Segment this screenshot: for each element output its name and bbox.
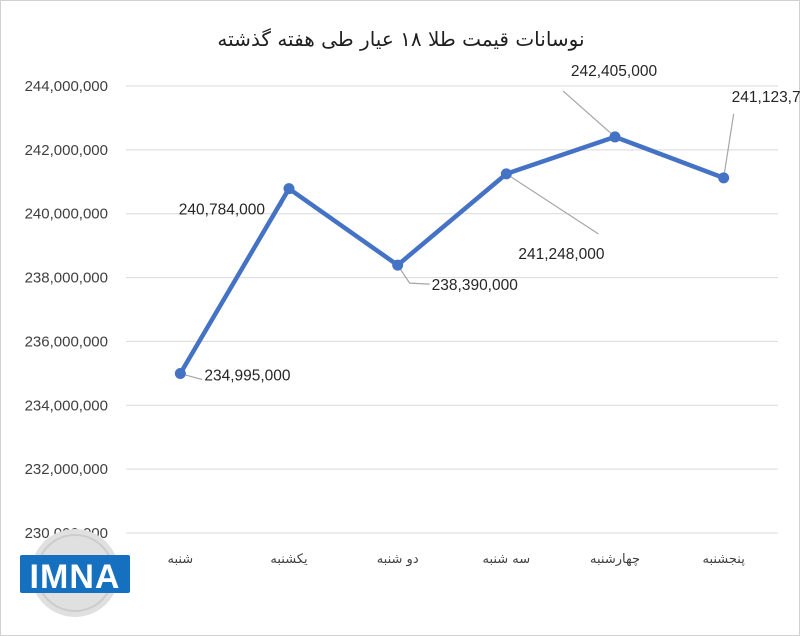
series-line — [178, 134, 726, 376]
data-point — [283, 183, 295, 195]
logo-band — [20, 555, 130, 593]
x-axis: شنبه یکشنبه دو شنبه سه شنبه چهارشنبه پنجشنبه — [167, 552, 745, 567]
data-labels: 234,995,000 240,784,000 238,390,000 241,248… — [179, 63, 800, 385]
data-point — [609, 131, 621, 143]
chart-title: نوسانات قیمت طلا ۱۸ عیار طی هفته گذشته — [217, 27, 584, 51]
data-label: 240,784,000 — [179, 202, 266, 219]
y-axis: 230,000,000232,000,000234,000,000236,000… — [25, 78, 108, 542]
x-tick-label: سه شنبه — [482, 552, 530, 567]
gridlines — [126, 85, 778, 534]
x-tick-label: یکشنبه — [270, 552, 308, 567]
data-point — [392, 259, 404, 271]
x-tick-label: چهارشنبه — [590, 552, 640, 567]
y-tick-label: 236,000,000 — [25, 333, 108, 350]
leader-line — [562, 90, 616, 138]
label-leader-lines — [180, 90, 735, 381]
x-tick-label: پنجشنبه — [702, 552, 745, 567]
y-tick-label: 242,000,000 — [25, 142, 108, 159]
x-tick-label: دو شنبه — [377, 552, 419, 567]
data-label: 234,995,000 — [204, 368, 291, 385]
data-point — [718, 172, 730, 184]
logo-wordmark: IMNA — [30, 558, 121, 596]
imna-logo: IMNA — [20, 529, 130, 617]
y-tick-label: 238,000,000 — [25, 270, 108, 287]
y-tick-label: 240,000,000 — [25, 206, 108, 223]
data-label: 241,248,000 — [518, 246, 605, 263]
leader-line — [723, 113, 735, 178]
leader-line — [397, 264, 430, 285]
leader-line — [506, 173, 599, 235]
y-tick-label: 244,000,000 — [25, 78, 108, 95]
series-markers — [174, 131, 730, 380]
data-point — [174, 368, 186, 380]
data-point — [500, 168, 512, 180]
data-label: 241,123,780 — [732, 89, 800, 106]
x-tick-label: شنبه — [167, 552, 193, 567]
y-tick-label: 232,000,000 — [25, 461, 108, 478]
series-polyline — [178, 134, 726, 376]
data-label: 238,390,000 — [432, 277, 519, 294]
data-label: 242,405,000 — [571, 63, 658, 80]
y-tick-label: 234,000,000 — [25, 397, 108, 414]
